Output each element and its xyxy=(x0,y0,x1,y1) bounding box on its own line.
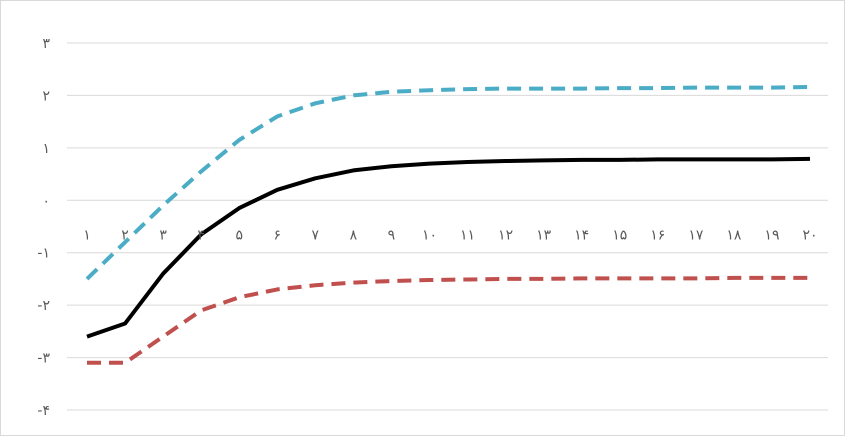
y-tick-label: -۳ xyxy=(37,351,50,367)
series-line-3 xyxy=(87,275,810,365)
x-tick-label: ۸ xyxy=(350,227,358,243)
y-tick-label: ۱ xyxy=(42,141,50,157)
x-tick-label: ۱۰ xyxy=(422,227,437,243)
gridlines xyxy=(67,42,828,411)
x-axis-tick-labels: ۱ ۲ ۳ ۴ ۵ ۶ ۷ ۸ ۹ ۱۰ ۱۱ ۱۲ ۱۳ ۱۴ ۱۵ ۱۶ ۱۷ ۱۸ ۱۹ ۲۰ xyxy=(83,227,817,243)
series-line-1 xyxy=(85,85,811,281)
x-tick-label: ۴ xyxy=(197,227,205,243)
x-tick-label: ۱۸ xyxy=(726,227,742,243)
y-tick-label: -۱ xyxy=(37,246,50,262)
y-tick-label: -۴ xyxy=(37,403,50,419)
y-tick-label: ۳ xyxy=(42,36,50,52)
series-lines xyxy=(85,85,811,365)
x-tick-label: ۱۴ xyxy=(574,227,589,243)
x-tick-label: ۲ xyxy=(121,227,129,243)
y-axis-tick-labels: ۳ ۲ ۱ ۰ -۱ -۲ -۳ -۴ xyxy=(37,36,50,419)
x-tick-label: ۹ xyxy=(388,227,396,243)
x-tick-label: ۱۵ xyxy=(612,227,627,243)
x-tick-label: ۵ xyxy=(235,227,243,243)
x-tick-label: ۱۳ xyxy=(536,227,552,243)
y-tick-label: ۰ xyxy=(42,193,50,209)
x-tick-label: ۱۱ xyxy=(460,227,475,243)
x-tick-label: ۱۷ xyxy=(688,227,704,243)
x-tick-label: ۳ xyxy=(159,227,167,243)
x-tick-label: ۱۶ xyxy=(650,227,665,243)
x-tick-label: ۶ xyxy=(273,227,281,243)
x-tick-label: ۷ xyxy=(312,227,320,243)
x-tick-label: ۱۹ xyxy=(764,227,779,243)
y-tick-label: -۲ xyxy=(37,298,50,314)
series-line-2 xyxy=(86,156,811,339)
y-tick-label: ۲ xyxy=(42,88,50,104)
x-tick-label: ۱ xyxy=(83,227,91,243)
x-tick-label: ۲۰ xyxy=(802,227,817,243)
x-tick-label: ۱۲ xyxy=(498,227,513,243)
